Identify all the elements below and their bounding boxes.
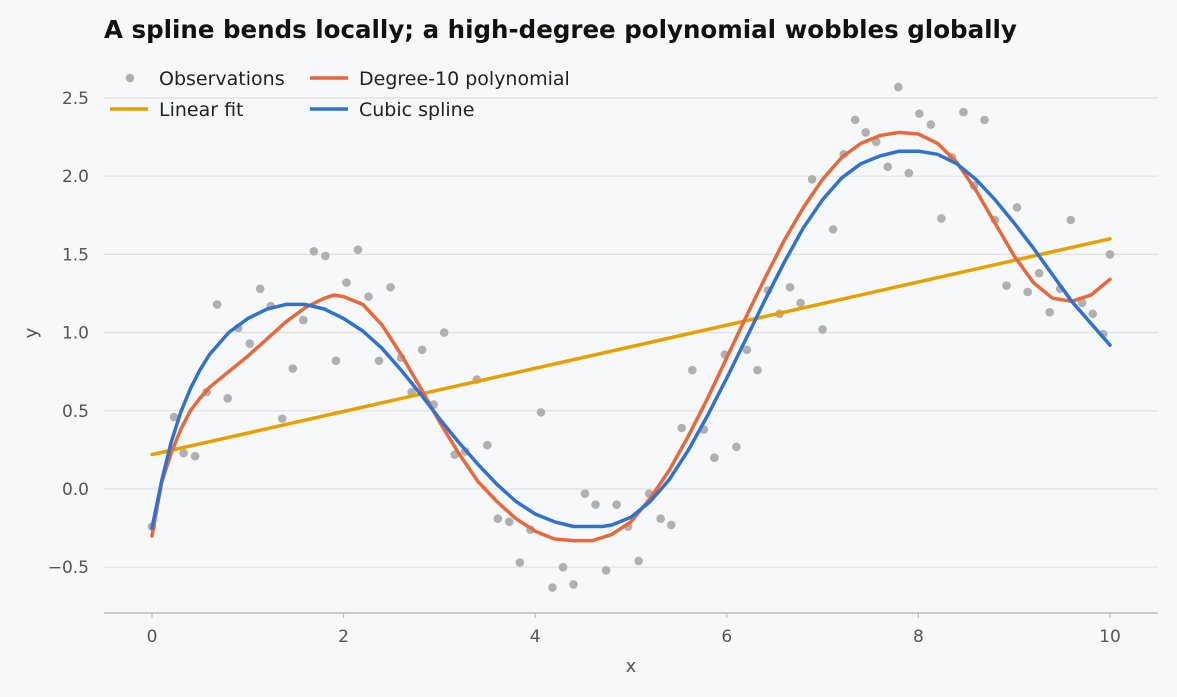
legend-label: Cubic spline	[359, 99, 474, 121]
observation-point	[677, 423, 687, 433]
observation-point	[417, 345, 427, 355]
observation-point	[483, 440, 492, 450]
x-axis-label: x	[626, 656, 637, 677]
observation-point	[548, 583, 557, 592]
observation-point	[515, 558, 525, 567]
legend-item-degree-10-polynomial: Degree-10 polynomial	[310, 68, 570, 90]
observation-point	[688, 365, 697, 375]
observation-point	[255, 284, 265, 294]
legend-item-linear-fit: Linear fit	[110, 99, 244, 121]
legend-marker	[125, 73, 135, 83]
observation-point	[536, 408, 546, 417]
grid	[104, 97, 1158, 568]
observation-point	[732, 442, 741, 452]
observation-point	[634, 556, 643, 566]
observation-point	[212, 300, 222, 309]
observation-point	[980, 115, 989, 125]
observation-point	[374, 356, 384, 366]
degree-10-polynomial-line	[150, 130, 1112, 543]
chart-title: A spline bends locally; a high-degree po…	[104, 15, 1017, 44]
observation-point	[656, 514, 665, 524]
observation-point	[321, 251, 330, 261]
plot-area	[147, 82, 1115, 592]
observation-point	[883, 162, 893, 172]
observation-point	[796, 298, 805, 308]
observation-point	[245, 339, 255, 348]
y-tick-label: 0.5	[62, 402, 89, 422]
legend-item-cubic-spline: Cubic spline	[310, 99, 474, 121]
observation-point	[959, 107, 968, 117]
observation-point	[277, 414, 287, 423]
observation-point	[179, 448, 188, 458]
observation-point	[915, 109, 924, 118]
observation-point	[386, 282, 395, 292]
x-tick-label: 2	[338, 627, 349, 647]
y-tick-label: −0.5	[48, 558, 89, 578]
observation-point	[1066, 215, 1076, 225]
observation-point	[926, 120, 936, 129]
observation-point	[353, 245, 363, 255]
observation-point	[666, 520, 676, 530]
x-axis: 0 2 4 6 8 10	[147, 613, 1121, 647]
observation-point	[612, 500, 621, 509]
observation-point	[1002, 281, 1011, 290]
observation-point	[893, 82, 903, 92]
observation-point	[1077, 298, 1087, 308]
observation-point	[493, 514, 503, 524]
legend-label: Linear fit	[159, 99, 244, 121]
observation-point	[904, 168, 914, 178]
observation-point	[785, 282, 795, 292]
legend-label: Observations	[159, 68, 285, 90]
observation-point	[342, 278, 351, 287]
observation-point	[190, 451, 200, 461]
observation-point	[223, 393, 232, 403]
observation-point	[439, 328, 449, 337]
observation-point	[742, 345, 752, 355]
x-tick-label: 4	[530, 627, 541, 647]
y-axis-label: y	[21, 327, 42, 338]
observation-point	[1105, 250, 1115, 259]
cubic-spline-line	[150, 149, 1112, 530]
observation-point	[1088, 309, 1098, 319]
observation-point	[1045, 307, 1054, 317]
observation-point	[861, 128, 871, 137]
observation-point	[558, 562, 568, 572]
y-tick-label: 2.0	[62, 167, 89, 187]
observation-point	[299, 315, 308, 325]
observation-point	[601, 566, 611, 575]
y-axis: −0.5 0.0 0.5 1.0 1.5 2.0 2.5	[48, 89, 89, 578]
x-tick-label: 10	[1099, 627, 1121, 647]
observation-point	[1012, 203, 1022, 212]
observation-point	[580, 489, 590, 498]
y-tick-label: 1.0	[62, 324, 89, 344]
observation-point	[710, 453, 719, 463]
observation-point	[818, 325, 827, 334]
observation-point	[850, 115, 860, 125]
linear-fit-line	[150, 237, 1112, 457]
y-tick-label: 1.5	[62, 245, 89, 265]
observation-point	[309, 246, 319, 256]
observation-point	[169, 412, 179, 422]
x-tick-label: 8	[913, 627, 924, 647]
legend: Observations Linear fit Degree-10 polynomi…	[110, 68, 570, 121]
y-tick-label: 0.0	[62, 480, 89, 500]
observation-point	[331, 356, 341, 366]
observation-point	[288, 364, 298, 373]
observation-point	[364, 292, 373, 301]
legend-item-observations: Observations	[125, 68, 285, 90]
observation-point	[1034, 268, 1044, 278]
observation-point	[937, 214, 946, 223]
observation-point	[505, 517, 514, 527]
observation-point	[753, 365, 762, 375]
x-tick-label: 6	[721, 627, 732, 647]
observation-point	[591, 500, 600, 509]
observation-point	[1023, 287, 1032, 297]
observation-point	[569, 580, 578, 589]
x-tick-label: 0	[147, 627, 158, 647]
y-tick-label: 2.5	[62, 89, 89, 109]
observation-point	[828, 225, 838, 234]
observation-point	[807, 175, 817, 184]
legend-label: Degree-10 polynomial	[359, 68, 570, 90]
